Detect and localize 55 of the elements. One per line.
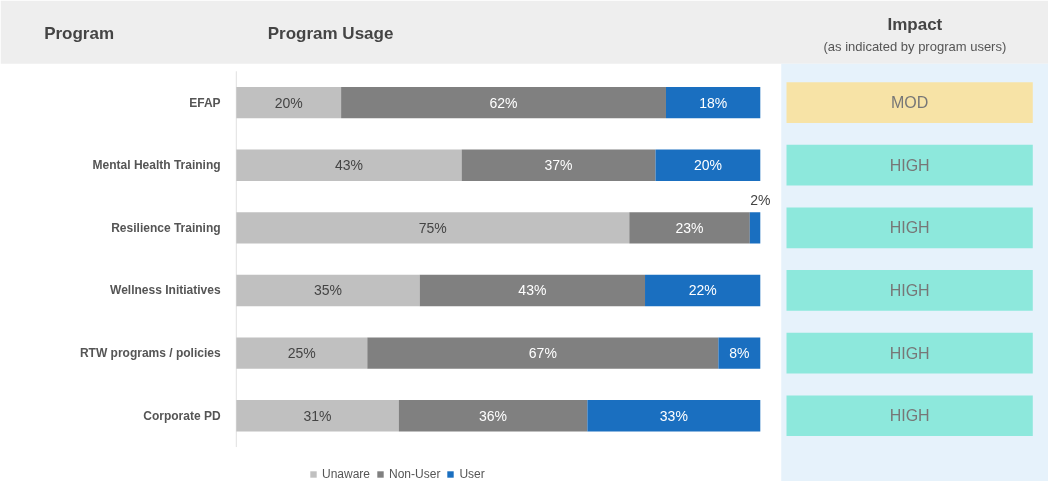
bar — [236, 149, 462, 181]
bar — [341, 86, 666, 119]
bar — [587, 400, 761, 432]
bar — [629, 212, 750, 244]
text: HIGH — [889, 344, 930, 362]
y-tick-label: Resilience Training — [111, 220, 221, 235]
data-label: 75% — [418, 219, 447, 236]
bar — [645, 274, 761, 307]
bar — [665, 86, 761, 119]
y-tick-label: Wellness Initiatives — [110, 283, 221, 298]
data-label: 20% — [274, 94, 303, 111]
y-tick-label: Corporate PD — [143, 408, 221, 423]
bar — [461, 149, 656, 181]
data-label: 20% — [693, 157, 722, 174]
data-label: 8% — [729, 345, 750, 362]
data-label: 35% — [313, 282, 343, 299]
bar — [236, 400, 399, 432]
text: HIGH — [889, 219, 930, 237]
bar — [718, 337, 761, 369]
legend-label: Unaware — [322, 467, 371, 481]
data-label: 25% — [287, 345, 316, 362]
bar — [236, 86, 342, 119]
text: HIGH — [889, 281, 930, 299]
data-label: 67% — [528, 345, 557, 362]
y-tick-label: EFAP — [189, 95, 221, 110]
text: MOD — [890, 94, 929, 112]
chart-title: Program Usage — [267, 24, 394, 44]
y-tick-label: RTW programs / policies — [79, 346, 221, 361]
data-label: 43% — [518, 282, 547, 299]
data-label: 2% — [750, 191, 771, 208]
bar — [236, 274, 420, 307]
data-label: 23% — [675, 219, 704, 236]
bar — [236, 337, 368, 369]
bar — [749, 212, 761, 244]
y-tick-label: Mental Health Training — [92, 158, 221, 173]
bar — [419, 274, 646, 307]
data-label: 36% — [479, 407, 508, 424]
bar — [398, 400, 588, 432]
data-label: 31% — [303, 407, 332, 424]
data-label: 37% — [544, 157, 573, 174]
data-label: 62% — [489, 94, 518, 111]
y-axis-title: Program — [44, 24, 115, 44]
bar — [236, 212, 630, 244]
legend-label: User — [459, 467, 485, 481]
data-label: 33% — [659, 407, 688, 424]
bar — [655, 149, 761, 181]
text: HIGH — [889, 407, 930, 425]
text: (as indicated by program users) — [823, 38, 1007, 54]
data-label: 22% — [688, 282, 717, 299]
bar — [367, 337, 719, 369]
text: HIGH — [889, 156, 930, 174]
data-label: 43% — [334, 157, 363, 174]
legend-label: Non-User — [389, 467, 441, 481]
text: Impact — [887, 14, 943, 34]
data-label: 18% — [699, 94, 728, 111]
